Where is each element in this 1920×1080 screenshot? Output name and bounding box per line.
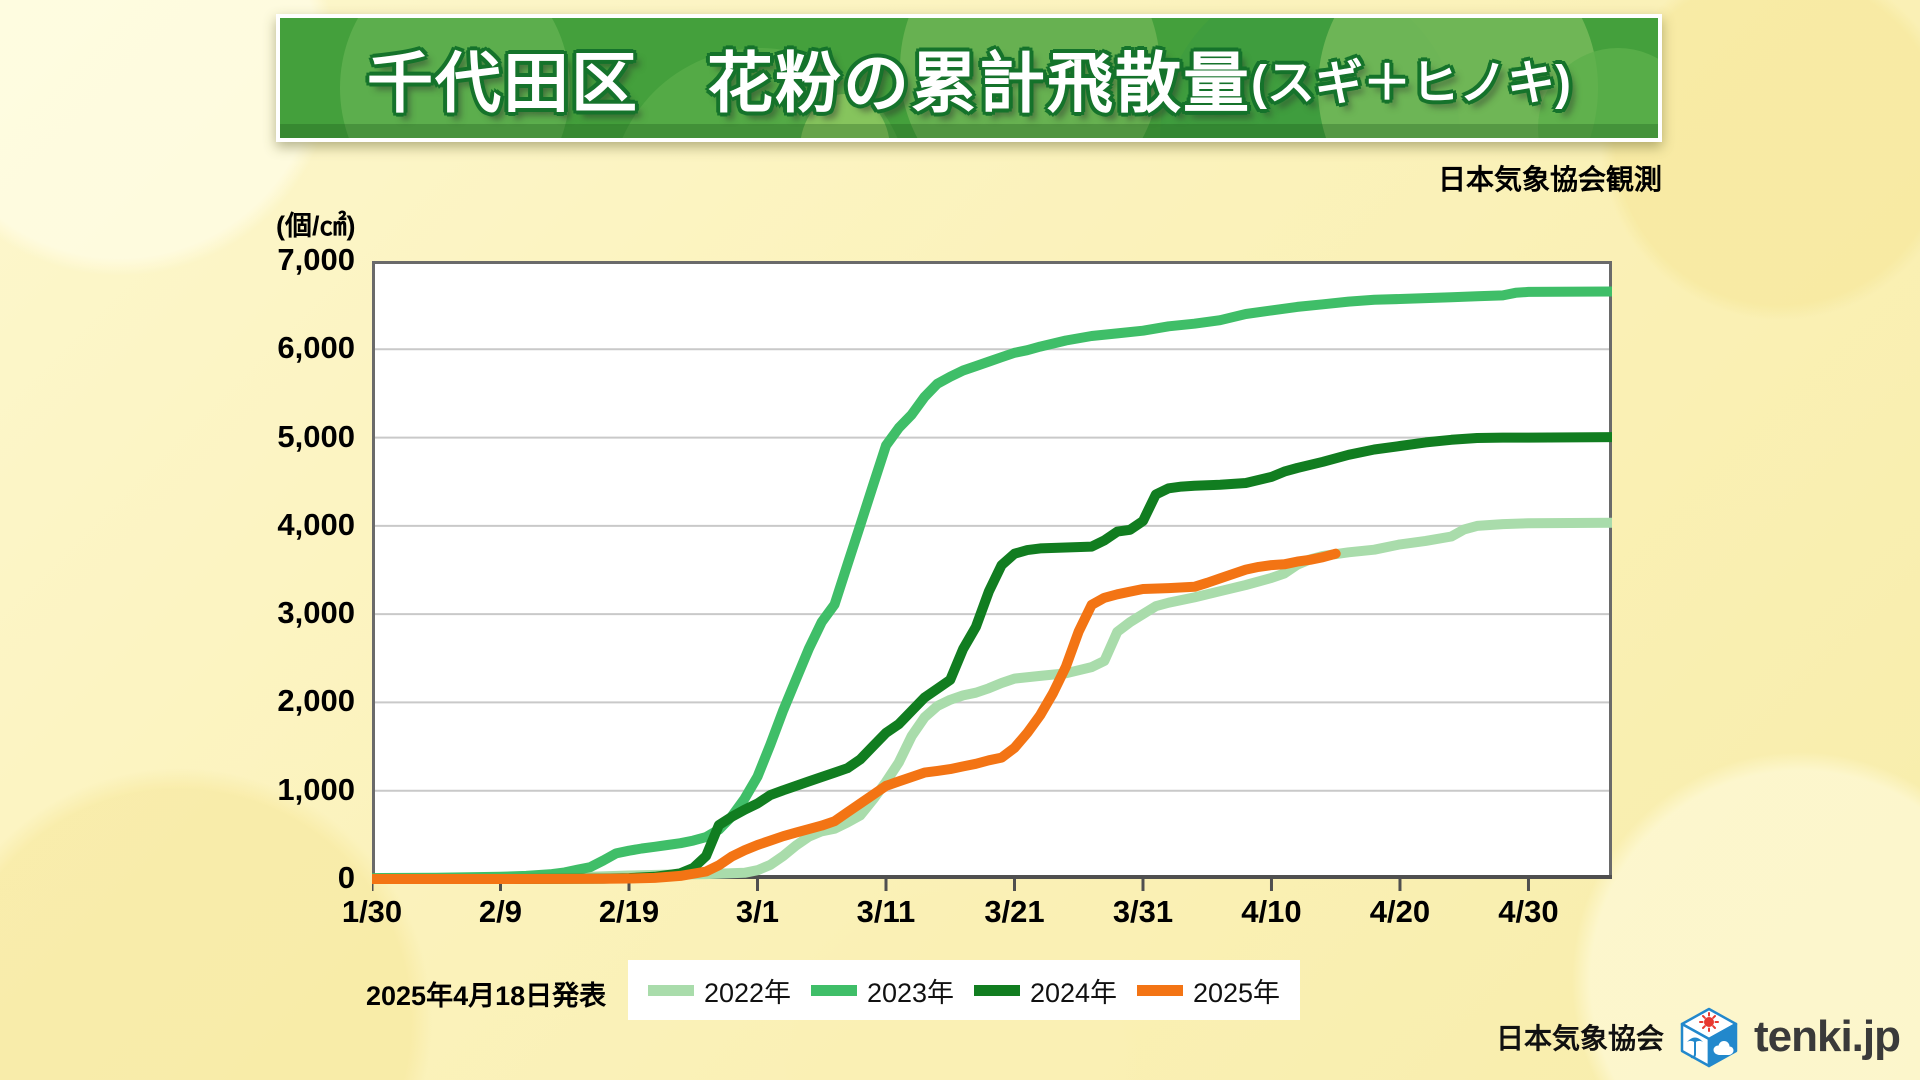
decorative-circle (340, 18, 570, 138)
y-tick-label: 6,000 (277, 330, 355, 366)
legend-swatch-2022 (647, 984, 694, 996)
legend-item-2022: 2022年 (647, 971, 792, 1010)
x-tick-label: 4/20 (1369, 894, 1431, 929)
y-axis-unit-label: (個/㎠) (276, 211, 356, 241)
series-line-2025 (372, 548, 1341, 884)
y-tick-label: 5,000 (277, 418, 355, 454)
title-banner: 千代田区 花粉の累計飛散量 (スギ＋ヒノキ) (276, 14, 1662, 142)
brand-org-label: 日本気象協会 (1495, 1023, 1664, 1054)
tenki-cube-logo-icon (1680, 1007, 1738, 1068)
x-tick-label: 4/30 (1498, 894, 1559, 929)
legend-swatch-2024 (973, 984, 1020, 996)
chart-legend: 2022年 2023年 2024年 2025年 (628, 960, 1300, 1020)
plot-svg (372, 261, 1612, 891)
x-tick-label: 4/10 (1241, 894, 1302, 929)
observer-note: 日本気象協会観測 (1437, 164, 1662, 195)
legend-item-2024: 2024年 (973, 971, 1118, 1010)
y-tick-label: 7,000 (277, 242, 355, 277)
banner-bottom-shade (280, 124, 1658, 138)
brand-name: tenki.jp (1753, 1012, 1901, 1061)
x-tick-label: 3/31 (1112, 894, 1174, 929)
legend-label-2023: 2023年 (866, 977, 955, 1008)
legend-swatch-2023 (810, 984, 857, 996)
sun-icon (1698, 1012, 1719, 1032)
page-title-main: 千代田区 花粉の累計飛散量 (367, 46, 1251, 120)
page-title-paren: (スギ＋ヒノキ) (1251, 57, 1571, 110)
y-tick-label: 4,000 (277, 506, 355, 542)
legend-label-2025: 2025年 (1192, 977, 1281, 1008)
plot-border (372, 261, 1612, 879)
legend-label-2022: 2022年 (703, 977, 792, 1008)
legend-swatch-2025 (1136, 984, 1183, 996)
y-tick-label: 1,000 (277, 771, 355, 807)
x-tick-label: 3/21 (984, 894, 1045, 929)
decorative-circle (900, 18, 1160, 138)
announcement-date: 2025年4月18日発表 (366, 981, 607, 1011)
page-title: 千代田区 花粉の累計飛散量 (スギ＋ヒノキ) (280, 18, 1658, 138)
x-tick-label: 3/11 (856, 894, 916, 929)
y-tick-label: 0 (337, 860, 355, 895)
legend-label-2024: 2024年 (1029, 977, 1118, 1008)
y-tick-label: 2,000 (277, 683, 355, 719)
x-tick-label: 2/19 (598, 894, 660, 929)
cloud-icon (1713, 1041, 1734, 1055)
umbrella-icon (1686, 1037, 1703, 1059)
series-line-2024 (372, 432, 1612, 884)
x-tick-label: 3/1 (735, 894, 780, 929)
x-tick-label: 2/9 (478, 894, 523, 929)
series-line-2023 (372, 286, 1612, 884)
y-tick-label: 3,000 (277, 595, 355, 631)
x-tick-label: 1/30 (341, 894, 403, 929)
brand-bar: 日本気象協会 (1495, 1006, 1901, 1068)
legend-item-2023: 2023年 (810, 971, 955, 1010)
legend-item-2025: 2025年 (1136, 971, 1281, 1010)
